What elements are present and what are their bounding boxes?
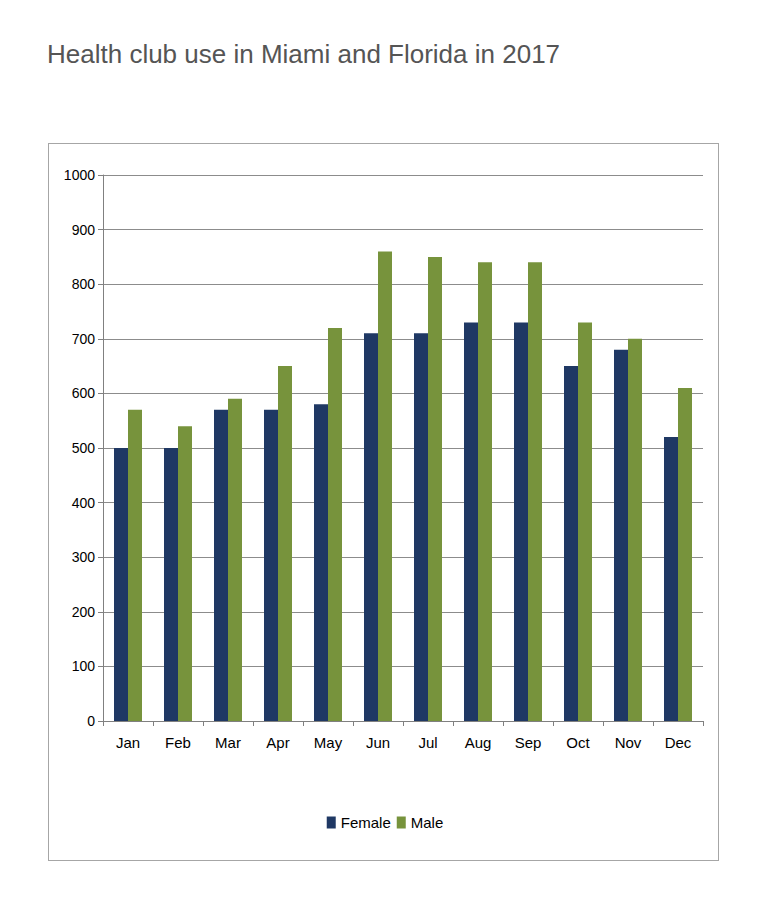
svg-text:1000: 1000 (64, 167, 95, 183)
svg-text:Female: Female (341, 814, 391, 831)
svg-text:Jun: Jun (366, 734, 390, 751)
svg-text:100: 100 (72, 658, 96, 674)
svg-text:200: 200 (72, 604, 96, 620)
svg-text:May: May (314, 734, 343, 751)
svg-text:Male: Male (411, 814, 444, 831)
svg-text:Sep: Sep (515, 734, 542, 751)
svg-text:0: 0 (87, 713, 95, 729)
svg-text:Health club use in Miami and F: Health club use in Miami and Florida in … (47, 39, 560, 69)
svg-text:600: 600 (72, 385, 96, 401)
svg-text:Dec: Dec (665, 734, 692, 751)
svg-text:Feb: Feb (165, 734, 191, 751)
svg-text:Oct: Oct (566, 734, 590, 751)
svg-text:Apr: Apr (266, 734, 289, 751)
svg-text:Mar: Mar (215, 734, 241, 751)
svg-text:800: 800 (72, 276, 96, 292)
svg-text:Jul: Jul (418, 734, 437, 751)
svg-text:700: 700 (72, 331, 96, 347)
svg-text:Jan: Jan (116, 734, 140, 751)
svg-text:Aug: Aug (465, 734, 492, 751)
svg-text:400: 400 (72, 495, 96, 511)
svg-text:300: 300 (72, 549, 96, 565)
svg-text:900: 900 (72, 222, 96, 238)
svg-text:Nov: Nov (615, 734, 642, 751)
svg-text:500: 500 (72, 440, 96, 456)
